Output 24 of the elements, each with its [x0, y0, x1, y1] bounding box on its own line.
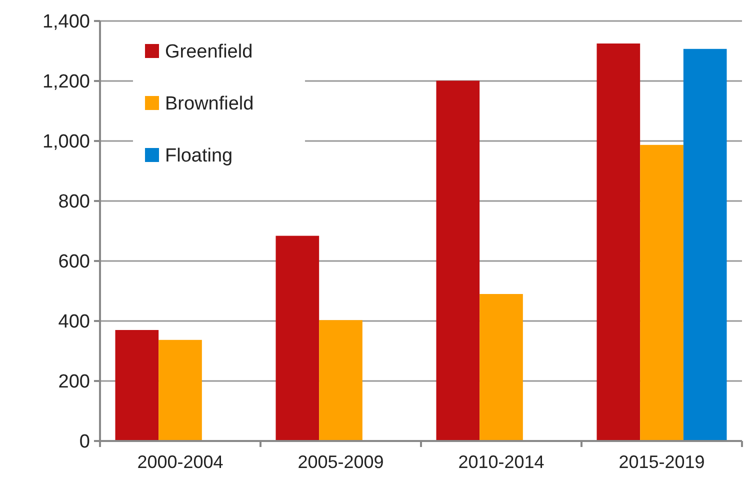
y-tick-label: 0	[79, 432, 90, 453]
x-tick-label: 2010-2014	[458, 452, 544, 472]
y-tick-label: 400	[58, 312, 90, 333]
bar	[158, 340, 202, 441]
legend-label: Brownfield	[165, 94, 254, 115]
bar	[683, 48, 727, 441]
y-tick-label: 1,000	[42, 132, 90, 153]
bar	[115, 330, 159, 441]
x-tick-label: 2000-2004	[137, 452, 224, 472]
y-tick-label: 1,400	[42, 12, 90, 33]
y-tick-label: 800	[58, 192, 90, 213]
bar	[480, 294, 523, 441]
bar	[596, 44, 640, 441]
y-tick-label: 600	[58, 252, 90, 273]
bar	[276, 236, 320, 441]
x-tick-label: 2015-2019	[618, 452, 705, 472]
legend-label: Floating	[165, 146, 233, 167]
x-tick-label: 2005-2009	[298, 452, 384, 472]
bar	[436, 80, 480, 441]
legend-label: Greenfield	[165, 42, 253, 63]
y-tick-label: 1,200	[42, 72, 90, 93]
bar	[640, 144, 684, 441]
y-tick-label: 200	[58, 372, 90, 393]
bar	[319, 320, 362, 441]
